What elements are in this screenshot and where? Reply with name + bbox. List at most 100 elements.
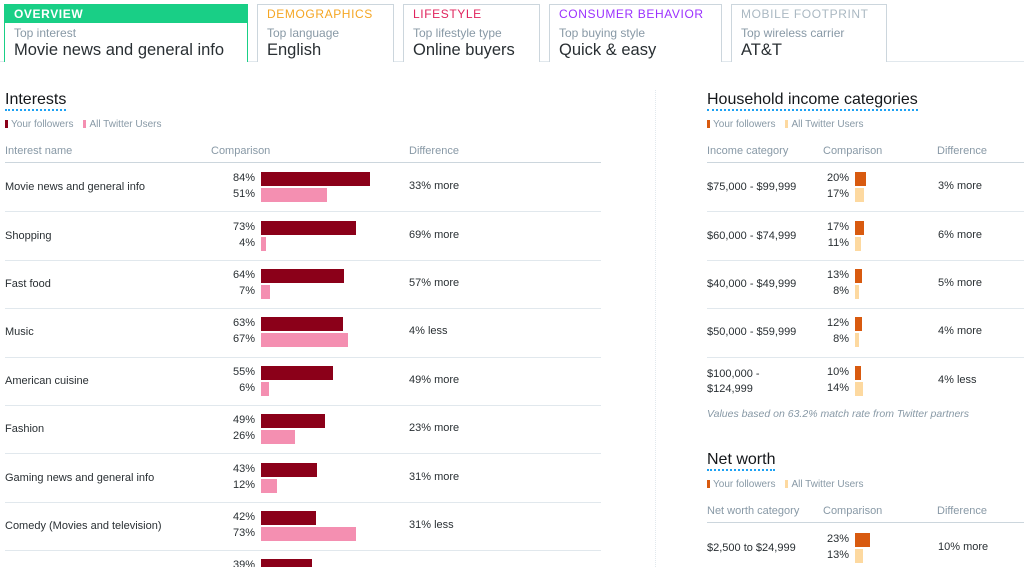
followers-pct-label: 64% xyxy=(232,269,255,281)
all-users-pct-label: 14% xyxy=(826,381,849,394)
all-users-pct-label: 6% xyxy=(239,381,255,394)
row-difference: 23% more xyxy=(409,422,460,435)
row-divider xyxy=(707,259,1024,261)
networth-header-divider xyxy=(707,522,1024,523)
tab-overview-head: OVERVIEW xyxy=(5,5,247,23)
row-divider xyxy=(5,259,601,261)
all-users-pct-label: 8% xyxy=(833,333,849,346)
tab-demographics-head: DEMOGRAPHICS xyxy=(267,7,373,21)
followers-bar xyxy=(855,172,866,187)
followers-bar xyxy=(261,269,345,283)
tab-consumer-behavior-sub: Top buying style xyxy=(559,26,646,40)
followers-pct-label: 12% xyxy=(826,317,849,330)
row-name: Comedy (Movies and television) xyxy=(5,520,162,532)
row-name: $60,000 - $74,999 xyxy=(707,229,797,242)
row-divider xyxy=(5,501,601,503)
followers-pct-label: 63% xyxy=(232,317,255,330)
row-name: $2,500 to $24,999 xyxy=(707,542,796,554)
legend-all-twitter-users: All Twitter Users xyxy=(83,119,162,130)
all-users-pct-label: 4% xyxy=(239,236,255,249)
networth-col-difference: Difference xyxy=(937,505,987,517)
networth-legend: Your followers All Twitter Users xyxy=(707,479,864,490)
all-users-pct-label: 8% xyxy=(833,285,849,297)
legend-income-your-followers: Your followers xyxy=(707,119,775,130)
all-users-bar xyxy=(261,478,277,493)
row-difference: 5% more xyxy=(938,277,983,289)
audience-tabs: OVERVIEW Top interest Movie news and gen… xyxy=(0,0,1024,62)
followers-bar xyxy=(261,365,333,380)
tab-lifestyle-head: LIFESTYLE xyxy=(413,7,482,21)
row-difference: 33% more xyxy=(409,180,460,193)
all-users-bar xyxy=(261,188,328,203)
all-users-bar xyxy=(261,236,267,251)
income-header-divider xyxy=(707,162,1024,163)
followers-pct-label: 17% xyxy=(826,220,849,233)
row-difference: 69% more xyxy=(409,228,460,241)
followers-bar xyxy=(855,365,861,380)
row-difference: 6% more xyxy=(938,228,983,241)
followers-bar xyxy=(261,511,316,525)
networth-col-name: Net worth category xyxy=(707,505,800,517)
followers-bar xyxy=(855,269,863,283)
match-rate-note: Values based on 63.2% match rate from Tw… xyxy=(707,408,970,420)
income-col-name: Income category xyxy=(707,145,789,157)
tab-demographics-sub: Top language xyxy=(267,26,340,40)
row-name: $100,000 - $124,999 xyxy=(707,367,760,395)
followers-pct-label: 10% xyxy=(826,365,849,378)
row-divider xyxy=(707,211,1024,213)
all-users-pct-label: 12% xyxy=(232,478,255,491)
networth-col-comparison: Comparison xyxy=(823,505,883,517)
followers-pct-label: 84% xyxy=(232,172,255,185)
tab-mobile-footprint-sub: Top wireless carrier xyxy=(741,26,845,40)
all-users-bar xyxy=(855,381,863,396)
all-users-pct-label: 7% xyxy=(239,285,255,297)
row-difference: 31% less xyxy=(409,519,454,531)
tab-overview[interactable]: OVERVIEW Top interest Movie news and gen… xyxy=(4,4,248,62)
tab-consumer-behavior[interactable]: CONSUMER BEHAVIOR Top buying style Quick… xyxy=(549,4,722,62)
interests-col-difference: Difference xyxy=(409,145,459,157)
followers-bar xyxy=(261,220,356,235)
all-users-pct-label: 73% xyxy=(232,527,255,539)
interests-col-name: Interest name xyxy=(5,145,73,157)
all-users-bar xyxy=(261,333,349,348)
tab-lifestyle[interactable]: LIFESTYLE Top lifestyle type Online buye… xyxy=(403,4,540,62)
tab-demographics[interactable]: DEMOGRAPHICS Top language English xyxy=(257,4,394,62)
row-divider xyxy=(5,550,601,552)
tab-lifestyle-value: Online buyers xyxy=(413,41,515,59)
followers-bar xyxy=(261,172,371,187)
tab-mobile-footprint-value: AT&T xyxy=(741,41,782,59)
row-difference: 57% more xyxy=(409,277,460,289)
networth-title: Net worth xyxy=(707,451,776,471)
all-users-bar xyxy=(855,236,862,251)
row-divider xyxy=(5,308,601,310)
followers-bar xyxy=(855,220,865,235)
tab-overview-value: Movie news and general info xyxy=(14,41,225,59)
followers-bar xyxy=(261,414,325,429)
followers-bar xyxy=(261,559,312,567)
row-name: American cuisine xyxy=(5,374,89,387)
all-users-pct-label: 11% xyxy=(827,236,849,249)
all-users-pct-label: 67% xyxy=(232,333,255,346)
legend-income-all-twitter-users: All Twitter Users xyxy=(785,119,864,130)
followers-bar xyxy=(261,317,343,332)
income-title: Household income categories xyxy=(707,91,918,111)
followers-pct-label: 43% xyxy=(232,462,255,475)
row-divider xyxy=(707,308,1024,310)
all-users-bar xyxy=(855,333,860,348)
followers-pct-label: 42% xyxy=(232,511,255,523)
income-col-difference: Difference xyxy=(937,145,987,157)
followers-pct-label: 20% xyxy=(826,172,849,185)
row-difference: 4% less xyxy=(938,373,977,386)
row-name: $50,000 - $59,999 xyxy=(707,326,797,339)
interests-header-divider xyxy=(5,162,601,163)
row-difference: 10% more xyxy=(938,541,989,553)
tab-mobile-footprint[interactable]: MOBILE FOOTPRINT Top wireless carrier AT… xyxy=(731,4,887,62)
followers-pct-label: 13% xyxy=(826,269,849,281)
row-difference: 4% more xyxy=(938,325,983,338)
tab-lifestyle-sub: Top lifestyle type xyxy=(413,26,502,40)
all-users-bar xyxy=(855,188,865,203)
row-name: Shopping xyxy=(5,229,52,242)
row-divider xyxy=(5,405,601,406)
interests-legend: Your followers All Twitter Users xyxy=(5,119,162,130)
tab-overview-sub: Top interest xyxy=(14,26,77,40)
